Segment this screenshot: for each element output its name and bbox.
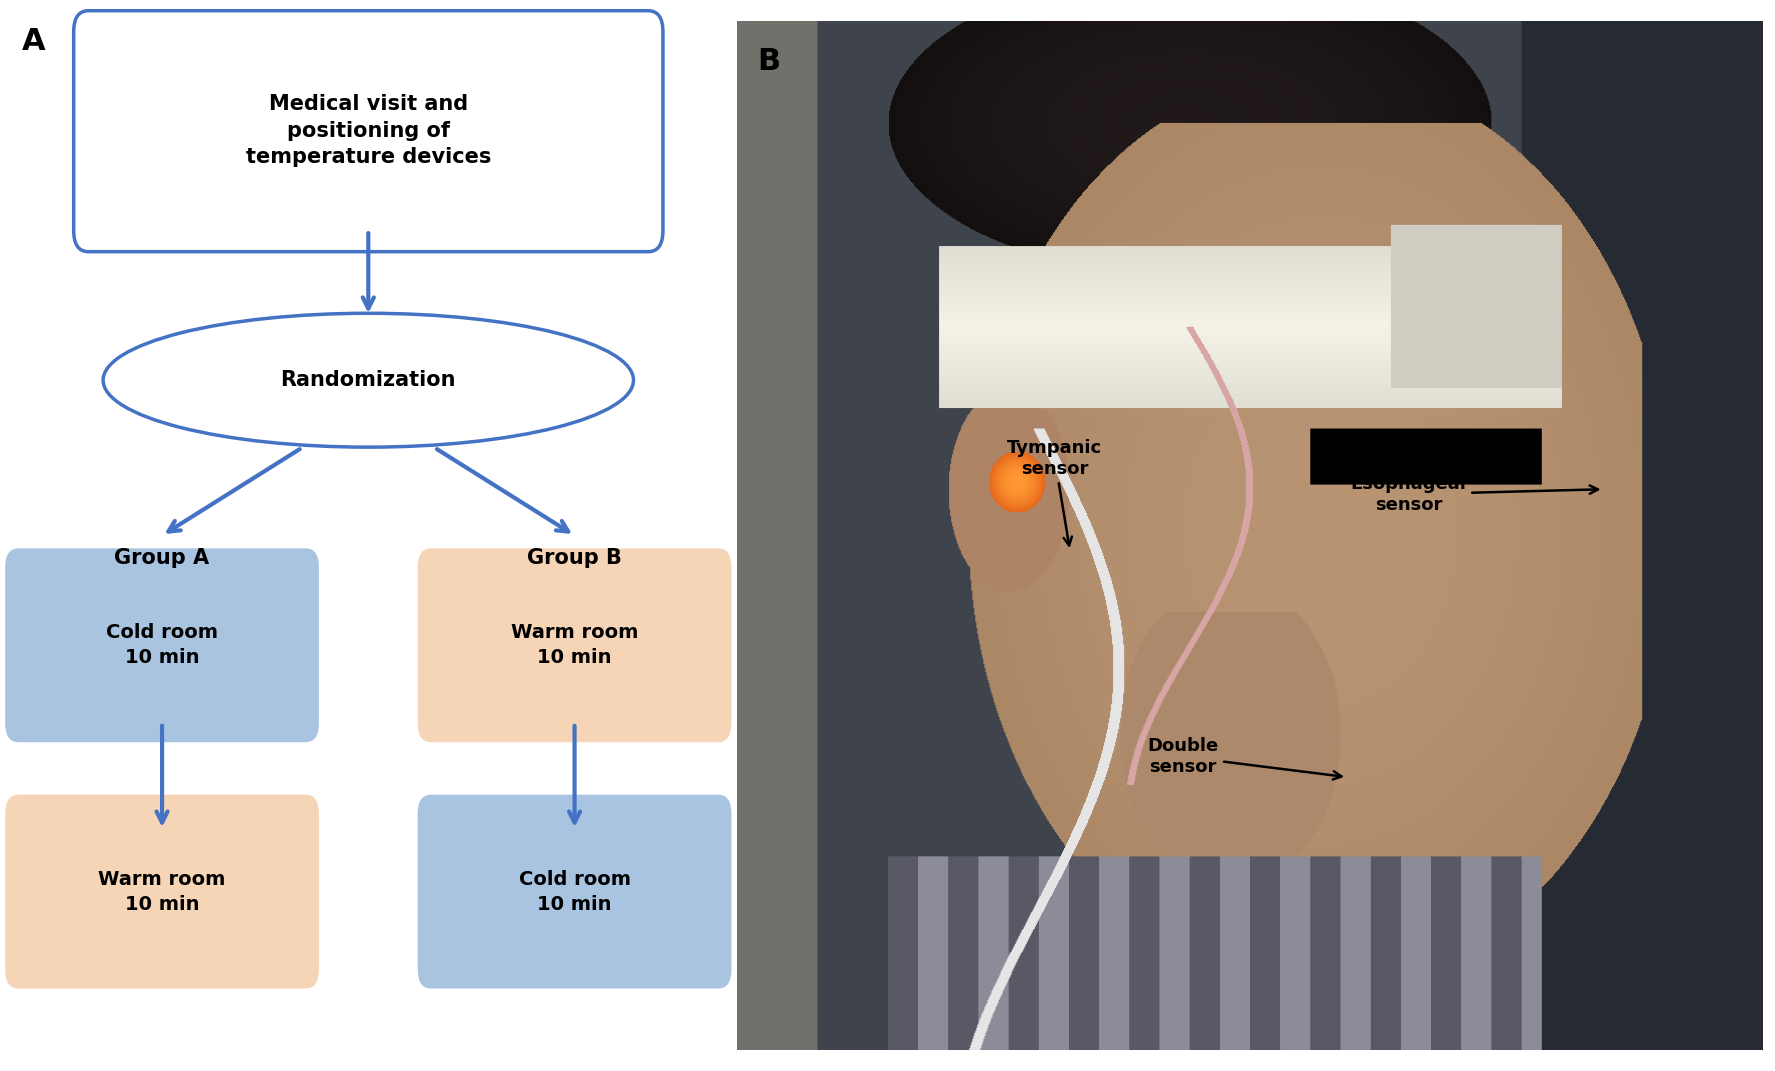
FancyBboxPatch shape <box>417 548 731 742</box>
FancyBboxPatch shape <box>417 795 731 989</box>
Text: B: B <box>758 47 781 76</box>
Text: Warm room
10 min: Warm room 10 min <box>511 623 639 667</box>
FancyBboxPatch shape <box>75 11 664 252</box>
FancyBboxPatch shape <box>5 548 320 742</box>
Text: Esophageal
sensor: Esophageal sensor <box>1351 474 1598 514</box>
Text: Medical visit and
positioning of
temperature devices: Medical visit and positioning of tempera… <box>245 94 492 167</box>
Ellipse shape <box>103 313 634 447</box>
Text: A: A <box>21 27 46 56</box>
Text: Group B: Group B <box>527 548 621 569</box>
Text: Tympanic
sensor: Tympanic sensor <box>1006 439 1102 545</box>
FancyBboxPatch shape <box>5 795 320 989</box>
Text: Cold room
10 min: Cold room 10 min <box>518 870 630 914</box>
Text: Double
sensor: Double sensor <box>1147 737 1342 780</box>
Text: Warm room
10 min: Warm room 10 min <box>98 870 225 914</box>
Text: Group A: Group A <box>115 548 209 569</box>
Text: Cold room
10 min: Cold room 10 min <box>106 623 218 667</box>
Text: Randomization: Randomization <box>280 371 456 390</box>
